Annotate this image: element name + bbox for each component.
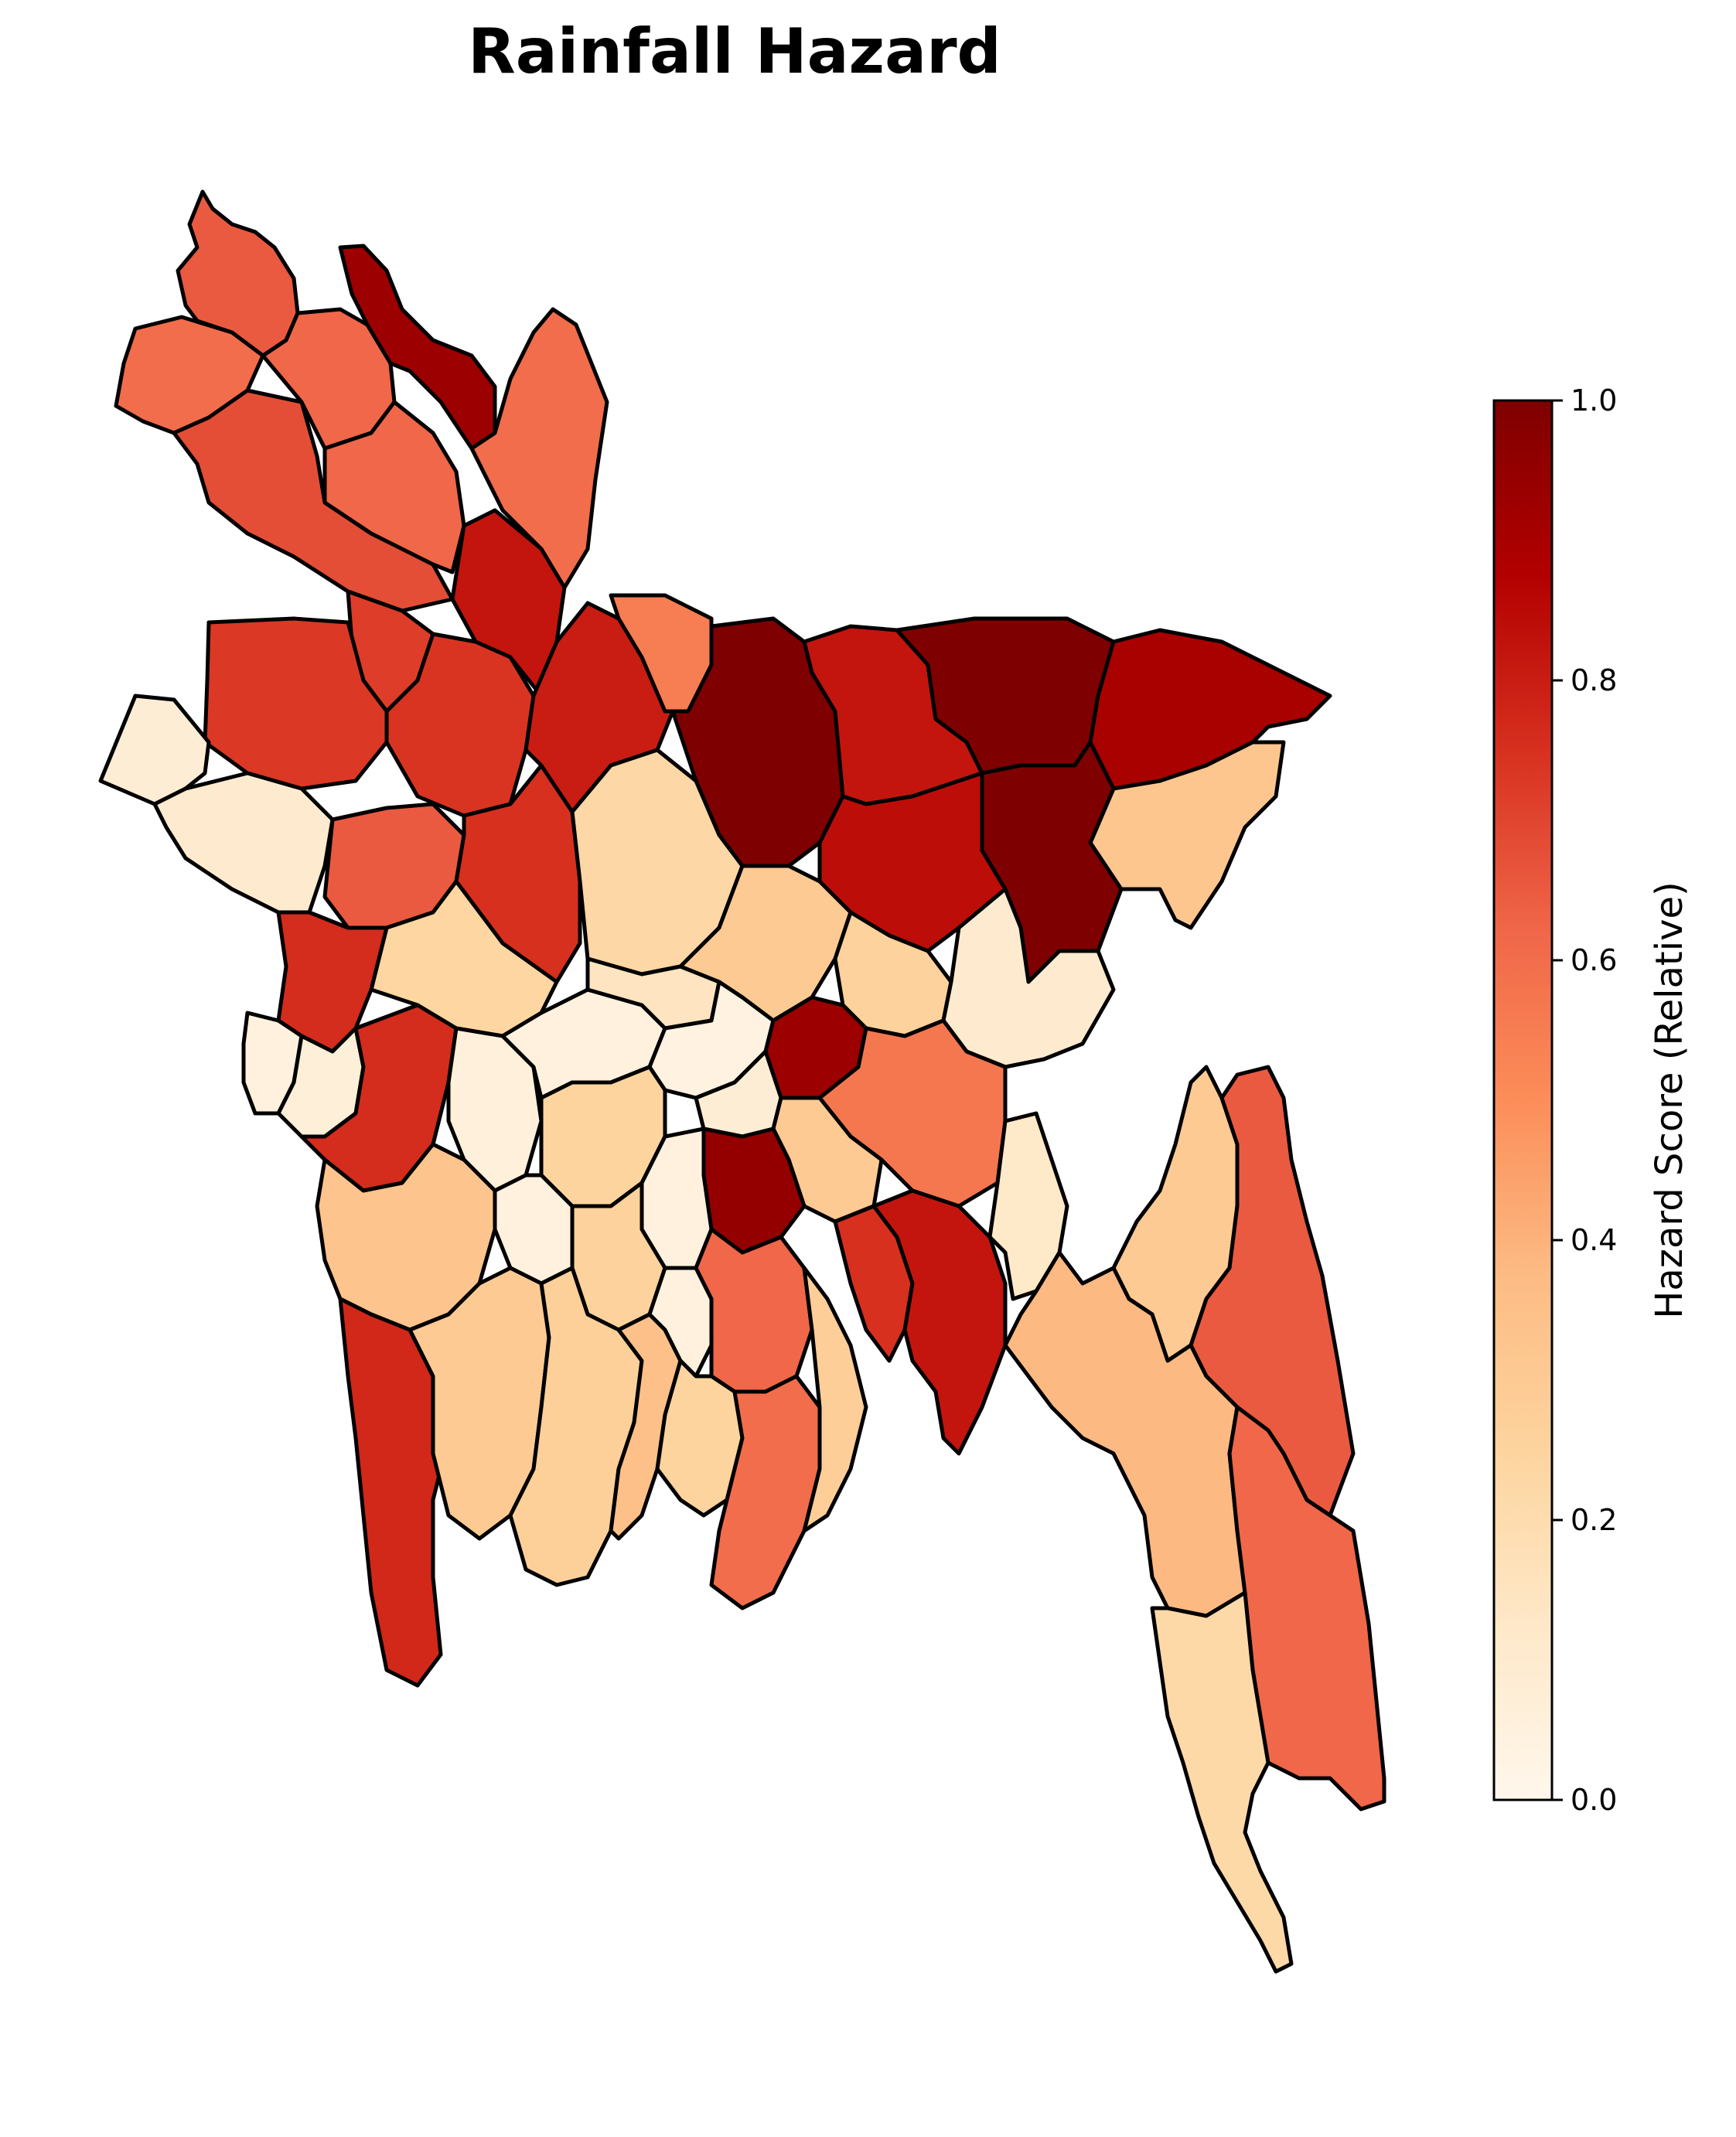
district-bagerhat <box>508 1266 644 1587</box>
district-naogaon <box>203 616 389 791</box>
colorbar-ticks: 0.0 0.2 0.4 0.6 0.8 1.0 <box>1552 383 1617 1817</box>
map-title: Rainfall Hazard <box>468 15 1001 87</box>
colorbar: 0.0 0.2 0.4 0.6 0.8 1.0 Hazard Score (Relativ… <box>1492 383 1691 1817</box>
district-jamalpur <box>524 601 675 814</box>
district-layer <box>98 189 1386 1974</box>
colorbar-tick-label: 0.0 <box>1571 1783 1617 1817</box>
district-moulvibazar <box>1088 740 1286 930</box>
colorbar-label: Hazard Score (Relative) <box>1648 881 1691 1318</box>
district-sirajganj <box>454 763 582 984</box>
colorbar-tick-label: 0.2 <box>1571 1503 1617 1537</box>
district-kurigram <box>469 307 609 590</box>
colorbar-tick-label: 0.8 <box>1571 663 1617 697</box>
district-dinajpur <box>172 388 455 613</box>
colorbar-tick-label: 0.6 <box>1571 943 1617 977</box>
district-rajshahi <box>152 771 335 915</box>
district-noakhali <box>871 1188 1008 1456</box>
district-barishal <box>694 1227 814 1394</box>
colorbar-tick-label: 0.4 <box>1571 1223 1617 1257</box>
colorbar-gradient <box>1492 399 1554 1801</box>
district-comilla <box>817 1018 1008 1208</box>
district-patuakhali <box>709 1374 822 1610</box>
district-bhola <box>802 1266 868 1533</box>
colorbar-tick-label: 1.0 <box>1571 383 1617 418</box>
district-coxs-bazar <box>1150 1590 1294 1974</box>
